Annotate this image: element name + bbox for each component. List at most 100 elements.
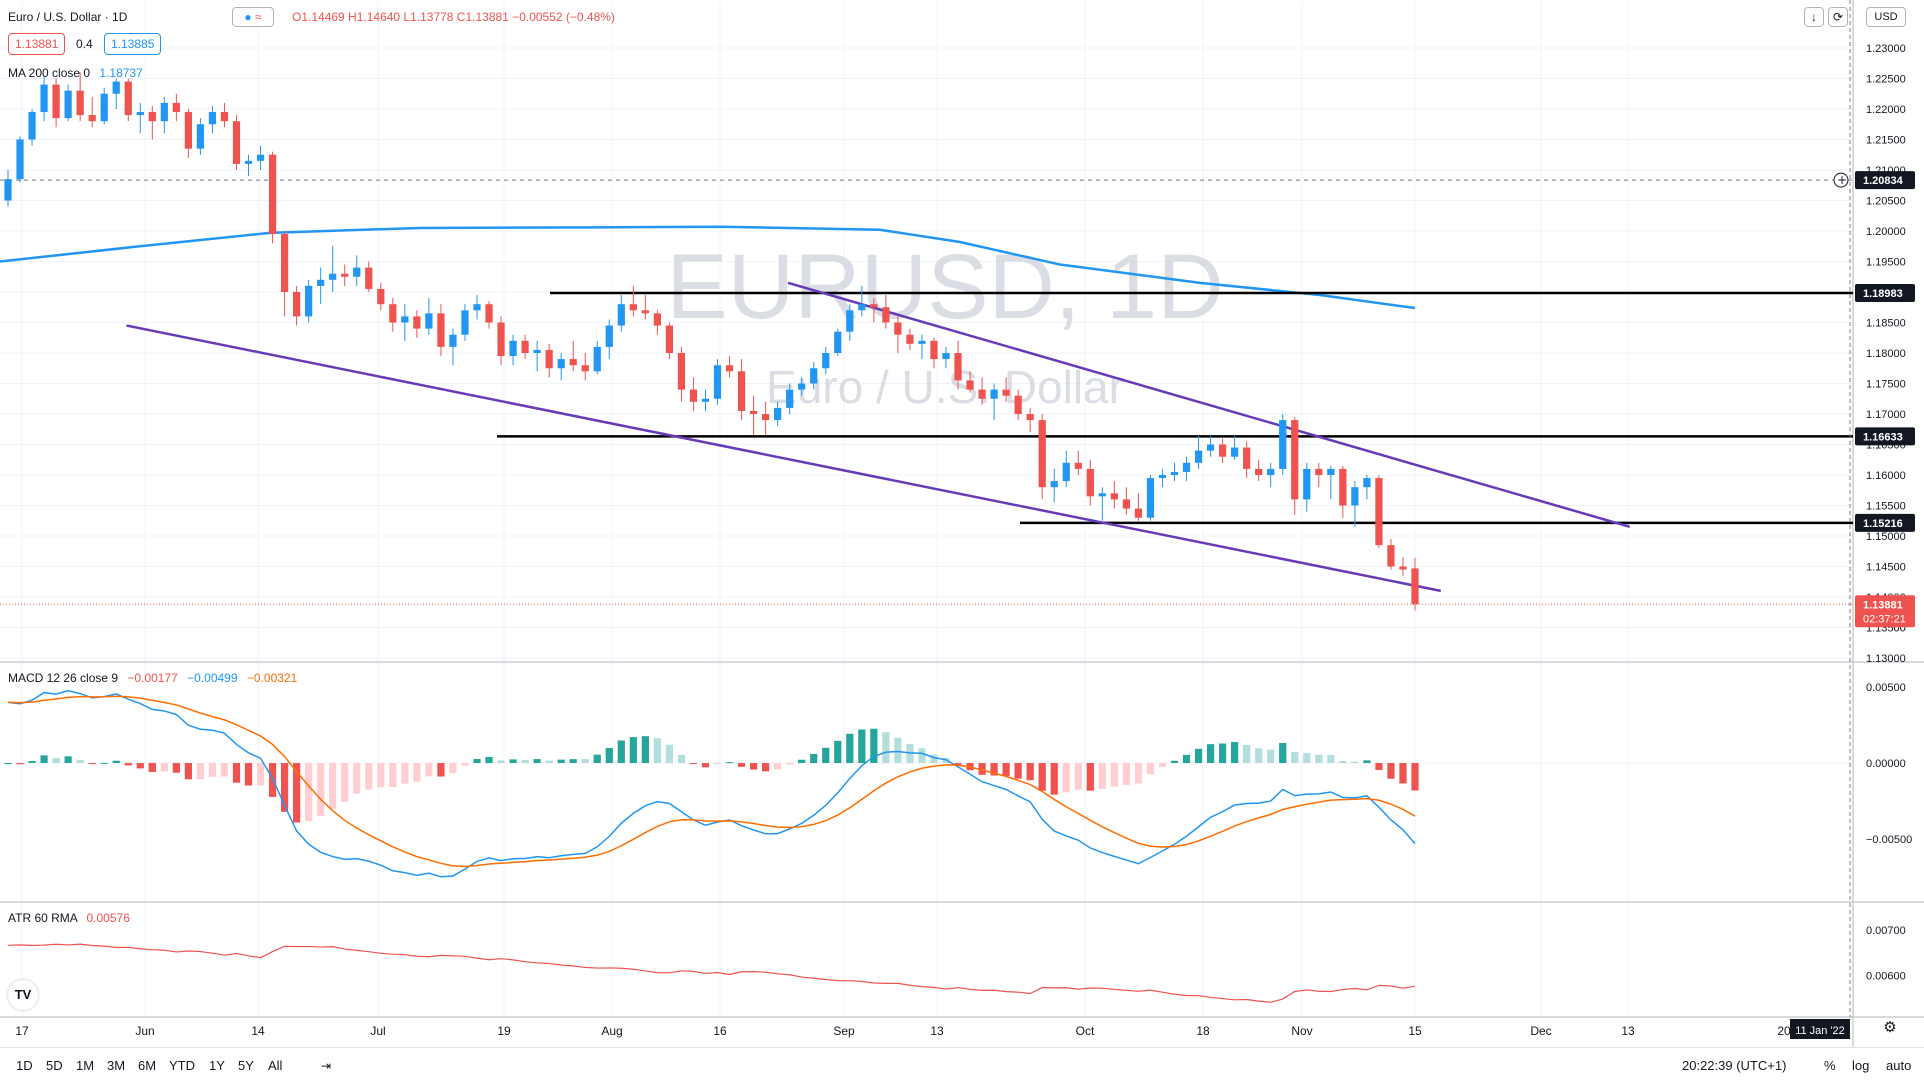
candle-body[interactable] (208, 112, 217, 125)
macd-histogram-bar[interactable] (762, 763, 770, 772)
macd-histogram-bar[interactable] (377, 763, 385, 788)
candle-body[interactable] (1387, 545, 1395, 567)
macd-histogram-bar[interactable] (461, 763, 469, 766)
macd-histogram-bar[interactable] (701, 763, 710, 768)
macd-histogram-bar[interactable] (918, 748, 926, 764)
candle-body[interactable] (196, 124, 205, 149)
macd-histogram-bar[interactable] (557, 759, 565, 764)
candle-body[interactable] (1339, 468, 1347, 506)
candle-body[interactable] (184, 112, 192, 149)
candle-body[interactable] (413, 316, 421, 329)
macd-histogram-bar[interactable] (569, 759, 577, 764)
settings-gear-icon[interactable]: ⚙ (1883, 1019, 1897, 1036)
candle-body[interactable] (677, 353, 686, 390)
macd-histogram-bar[interactable] (1206, 744, 1215, 764)
candle-body[interactable] (88, 115, 96, 122)
candle-body[interactable] (1194, 450, 1203, 463)
down-arrow-icon[interactable]: ↓ (1804, 7, 1824, 27)
macd-histogram-bar[interactable] (810, 753, 818, 764)
macd-histogram-bar[interactable] (725, 762, 734, 764)
macd-histogram-bar[interactable] (100, 762, 108, 764)
macd-histogram-bar[interactable] (196, 763, 205, 780)
macd-histogram-bar[interactable] (521, 759, 529, 764)
macd-histogram-bar[interactable] (990, 763, 998, 776)
candle-body[interactable] (293, 292, 301, 317)
macd-line[interactable] (7, 689, 1416, 878)
macd-histogram-bar[interactable] (1122, 763, 1130, 785)
candle-body[interactable] (148, 112, 156, 122)
range-3m[interactable]: 3M (107, 1058, 126, 1073)
candle-body[interactable] (834, 331, 842, 353)
candle-body[interactable] (232, 121, 241, 164)
candle-body[interactable] (1134, 508, 1143, 518)
candle-body[interactable] (810, 368, 818, 384)
clock-display[interactable]: 20:22:39 (UTC+1) (1682, 1058, 1787, 1073)
atr-line[interactable] (7, 943, 1416, 1003)
candle-body[interactable] (1038, 420, 1046, 488)
candle-body[interactable] (942, 353, 950, 360)
candle-body[interactable] (1267, 468, 1275, 475)
macd-histogram-bar[interactable] (581, 759, 589, 764)
macd-histogram-bar[interactable] (40, 755, 48, 764)
macd-histogram-bar[interactable] (533, 759, 541, 764)
currency-select[interactable]: USD (1866, 7, 1906, 27)
candle-body[interactable] (28, 112, 36, 140)
candle-body[interactable] (220, 112, 229, 122)
plus-icon[interactable]: + (1837, 173, 1847, 187)
macd-histogram-bar[interactable] (220, 763, 229, 777)
candle-body[interactable] (521, 340, 529, 353)
macd-histogram-bar[interactable] (485, 756, 493, 764)
macd-histogram-bar[interactable] (16, 763, 24, 765)
macd-histogram-bar[interactable] (280, 763, 289, 812)
macd-histogram-bar[interactable] (593, 754, 601, 764)
candle-body[interactable] (317, 279, 325, 286)
candle-body[interactable] (64, 90, 72, 119)
macd-histogram-bar[interactable] (64, 756, 72, 764)
candle-body[interactable] (160, 102, 168, 122)
candle-body[interactable] (473, 304, 481, 311)
range-5d[interactable]: 5D (46, 1058, 63, 1073)
macd-histogram-bar[interactable] (88, 763, 96, 765)
macd-histogram-bar[interactable] (846, 733, 854, 764)
macd-histogram-bar[interactable] (329, 763, 337, 809)
candle-body[interactable] (1303, 468, 1311, 500)
macd-histogram-bar[interactable] (1014, 763, 1022, 779)
range-1d[interactable]: 1D (16, 1058, 33, 1073)
candle-body[interactable] (76, 90, 84, 116)
candle-body[interactable] (1291, 420, 1299, 500)
macd-histogram-bar[interactable] (365, 763, 373, 790)
candle-body[interactable] (954, 353, 962, 381)
macd-histogram-bar[interactable] (1399, 763, 1407, 784)
macd-histogram-bar[interactable] (136, 763, 144, 769)
candle-body[interactable] (737, 371, 746, 411)
candle-body[interactable] (798, 383, 806, 390)
macd-histogram-bar[interactable] (256, 763, 265, 786)
candle-body[interactable] (1062, 462, 1070, 482)
macd-histogram-bar[interactable] (1170, 760, 1179, 764)
candle-body[interactable] (425, 313, 433, 329)
compare-toggle[interactable]: ● ≈ (232, 7, 274, 27)
plus-circle-icon[interactable] (1833, 172, 1849, 188)
candle-body[interactable] (172, 102, 180, 113)
candle-body[interactable] (1182, 462, 1191, 472)
macd-histogram-bar[interactable] (317, 763, 325, 817)
candle-body[interactable] (930, 340, 938, 360)
candle-body[interactable] (617, 304, 625, 326)
macd-histogram-bar[interactable] (653, 738, 661, 764)
macd-histogram-bar[interactable] (305, 763, 313, 822)
candle-body[interactable] (497, 322, 505, 357)
candle-body[interactable] (725, 365, 734, 372)
macd-histogram-bar[interactable] (509, 759, 517, 764)
candle-body[interactable] (461, 310, 469, 335)
candle-body[interactable] (1231, 447, 1239, 457)
macd-histogram-bar[interactable] (1098, 763, 1106, 789)
candle-body[interactable] (846, 310, 854, 332)
candle-body[interactable] (629, 304, 637, 311)
macd-histogram-bar[interactable] (425, 763, 433, 777)
macd-histogram-bar[interactable] (954, 763, 962, 765)
candle-body[interactable] (1411, 568, 1419, 605)
candle-body[interactable] (605, 325, 613, 347)
range-ytd[interactable]: YTD (169, 1058, 195, 1073)
candle-body[interactable] (701, 398, 710, 402)
macd-histogram-bar[interactable] (1315, 754, 1323, 764)
